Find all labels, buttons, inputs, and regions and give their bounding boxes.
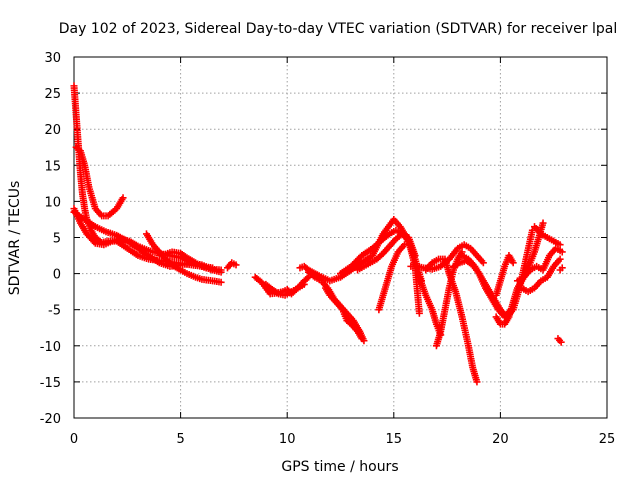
y-tick-label: 0 xyxy=(53,268,61,283)
series-arc24 xyxy=(492,219,547,328)
y-axis-label: SDTVAR / TECUs xyxy=(7,181,23,296)
data-point xyxy=(232,261,240,269)
data-point xyxy=(217,278,225,286)
data-points xyxy=(70,82,566,386)
series-arc16 xyxy=(375,241,408,314)
data-point xyxy=(558,248,566,256)
data-point xyxy=(217,266,225,274)
series-arc26 xyxy=(513,244,566,285)
series-arc14 xyxy=(322,284,366,343)
series-arc25 xyxy=(492,252,517,299)
axis-ticks: 0 5 10 15 20 25 -20 -15 -10 -5 0 5 10 15 20 25 30 xyxy=(40,51,616,447)
x-axis-label: GPS time / hours xyxy=(281,459,398,475)
y-tick-label: 5 xyxy=(53,232,61,247)
y-tick-label: -20 xyxy=(40,412,61,427)
grid-lines xyxy=(74,57,607,418)
data-point xyxy=(303,274,311,282)
data-point xyxy=(479,259,487,267)
chart-title: Day 102 of 2023, Sidereal Day-to-day VTE… xyxy=(59,21,617,37)
data-point xyxy=(509,259,517,267)
y-tick-label: 25 xyxy=(44,87,61,102)
x-tick-label: 15 xyxy=(386,432,403,447)
series-arc29 xyxy=(556,264,566,274)
data-point xyxy=(557,338,565,346)
data-point xyxy=(411,252,419,260)
series-arc28 xyxy=(531,223,564,249)
series-arc5 xyxy=(142,230,225,286)
y-tick-label: -15 xyxy=(40,376,61,391)
data-point xyxy=(558,264,566,272)
data-point xyxy=(209,266,217,274)
data-point xyxy=(300,280,308,288)
data-point xyxy=(400,241,408,249)
x-tick-label: 10 xyxy=(279,432,296,447)
series-arc30 xyxy=(554,335,565,346)
y-tick-label: 10 xyxy=(44,195,61,210)
series-arc21 xyxy=(445,270,481,386)
series-arc15 xyxy=(354,230,419,274)
series-arc27 xyxy=(518,255,564,296)
series-arc20 xyxy=(432,248,466,350)
x-tick-label: 0 xyxy=(70,432,78,447)
y-tick-label: -10 xyxy=(40,340,61,355)
series-arc9 xyxy=(262,280,308,299)
data-point xyxy=(556,241,564,249)
y-tick-label: 15 xyxy=(44,159,61,174)
data-point xyxy=(473,378,481,386)
data-point xyxy=(539,219,547,227)
y-tick-label: 30 xyxy=(44,51,61,66)
x-tick-label: 25 xyxy=(599,432,616,447)
series-arc7 xyxy=(224,259,240,272)
x-tick-label: 20 xyxy=(492,432,509,447)
data-point xyxy=(556,255,564,263)
y-tick-label: -5 xyxy=(48,304,61,319)
data-point xyxy=(119,194,127,202)
series-arc2 xyxy=(72,143,127,220)
data-point xyxy=(415,309,423,317)
x-tick-label: 5 xyxy=(176,432,184,447)
data-point xyxy=(358,335,366,343)
series-arc6 xyxy=(155,248,217,274)
y-tick-label: 20 xyxy=(44,123,61,138)
